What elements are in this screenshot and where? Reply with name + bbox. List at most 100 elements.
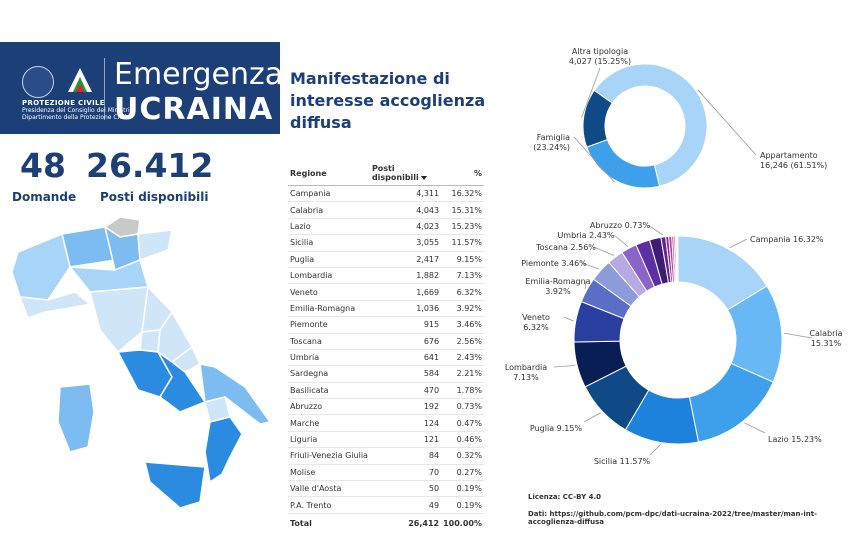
page-title-line2: UCRAINA <box>114 92 274 127</box>
label-leader-line <box>583 412 601 423</box>
table-row[interactable]: Abruzzo 192 0.73% <box>288 398 484 416</box>
italy-map <box>11 216 272 509</box>
cell-regione: Lazio <box>288 218 370 236</box>
table-row[interactable]: Lazio 4,023 15.23% <box>288 218 484 236</box>
cell-regione: Piemonte <box>288 316 370 334</box>
label-leader-line <box>584 280 587 290</box>
cell-percent: 11.57% <box>441 234 484 252</box>
cell-regione: Umbria <box>288 349 370 367</box>
table-row[interactable]: Puglia 2,417 9.15% <box>288 251 484 268</box>
license-text: Licenza: CC-BY 4.0 <box>528 493 601 501</box>
cell-percent: 0.32% <box>441 447 484 465</box>
map-region-liguria <box>18 291 92 319</box>
table-row[interactable]: Lombardia 1,882 7.13% <box>288 267 484 285</box>
tipologia-label-appartamento: Appartamento 16,246 (61.51%) <box>760 151 827 170</box>
cell-regione: Lombardia <box>288 267 370 285</box>
table-row[interactable]: Umbria 641 2.43% <box>288 349 484 367</box>
data-source-link[interactable]: Dati: https://github.com/pcm-dpc/dati-uc… <box>528 510 817 526</box>
table-row[interactable]: Piemonte 915 3.46% <box>288 316 484 334</box>
table-row[interactable]: Calabria 4,043 15.31% <box>288 201 484 219</box>
table-row[interactable]: Marche 124 0.47% <box>288 414 484 432</box>
label-leader-line <box>783 332 813 339</box>
cell-percent: 0.19% <box>441 480 484 498</box>
cell-percent: 0.27% <box>441 464 484 482</box>
table-row[interactable]: Liguria 121 0.46% <box>288 431 484 449</box>
label-leader-line <box>553 365 576 368</box>
cell-percent: 9.15% <box>441 251 484 268</box>
table-row[interactable]: Veneto 1,669 6.32% <box>288 283 484 301</box>
label-leader-line <box>697 89 757 156</box>
regions-table: Regione Posti disponibili % Campania 4,31… <box>288 162 484 532</box>
col-header-posti[interactable]: Posti disponibili <box>369 162 442 186</box>
cell-posti: 1,669 <box>369 283 442 301</box>
col-header-percent[interactable]: % <box>441 162 484 186</box>
cell-posti: 192 <box>369 398 442 416</box>
org-text: PROTEZIONE CIVILE Presidenza del Consigl… <box>22 100 142 122</box>
table-row[interactable]: Valle d'Aosta 50 0.19% <box>288 480 484 498</box>
sort-desc-icon[interactable] <box>420 175 427 180</box>
cell-posti: 2,417 <box>369 251 442 268</box>
cell-percent: 3.46% <box>441 316 484 334</box>
table-row[interactable]: Basilicata 470 1.78% <box>288 382 484 400</box>
cell-posti: 4,023 <box>369 218 442 236</box>
label-leader-line <box>593 246 615 256</box>
cell-percent: 7.13% <box>441 267 484 285</box>
table-row[interactable]: Campania 4,311 16.32% <box>288 185 484 203</box>
map-region-calabria <box>204 416 243 484</box>
label-leader-line <box>581 67 601 118</box>
cell-posti: 1,882 <box>369 267 442 285</box>
map-region-friuli <box>137 229 173 262</box>
label-leader-line <box>649 444 661 456</box>
table-row[interactable]: Emilia-Romagna 1,036 3.92% <box>288 300 484 318</box>
cell-regione: Puglia <box>288 251 370 268</box>
table-row[interactable]: P.A. Trento 49 0.19% <box>288 496 484 514</box>
cell-percent: 0.73% <box>441 398 484 416</box>
tipologia-label-altra-tipologia: Altra tipologia 4,027 (15.25%) <box>569 47 631 66</box>
col-header-regione[interactable]: Regione <box>288 162 370 186</box>
cell-percent: 15.23% <box>441 218 484 236</box>
cell-regione: Marche <box>288 414 370 432</box>
cell-regione: Friuli-Venezia Giulia <box>288 447 370 465</box>
cell-posti: 3,055 <box>369 234 442 252</box>
regione-label-puglia: Puglia 9.15% <box>530 424 583 433</box>
total-percent: 100.00% <box>441 512 484 532</box>
table-row[interactable]: Sardegna 584 2.21% <box>288 365 484 383</box>
table-row[interactable]: Friuli-Venezia Giulia 84 0.32% <box>288 447 484 465</box>
cell-percent: 2.56% <box>441 333 484 350</box>
map-region-campania <box>157 351 207 413</box>
table-row[interactable]: Toscana 676 2.56% <box>288 333 484 350</box>
cell-regione: Molise <box>288 464 370 482</box>
cell-percent: 0.47% <box>441 414 484 432</box>
regione-label-veneto: Veneto 6.32% <box>522 313 550 332</box>
table-row[interactable]: Sicilia 3,055 11.57% <box>288 234 484 252</box>
cell-percent: 0.19% <box>441 496 484 514</box>
label-leader-line <box>581 262 600 270</box>
tipologia-label-famiglia: Famiglia6,139 (23.24%) <box>530 133 570 152</box>
tipologia-slice-altra-tipologia[interactable] <box>582 89 613 148</box>
label-leader-line <box>563 316 574 322</box>
total-label: Total <box>288 512 370 532</box>
cell-regione: Veneto <box>288 283 370 301</box>
kpi-posti-label: Posti disponibili <box>100 190 209 204</box>
cell-percent: 16.32% <box>441 185 484 203</box>
label-leader-line <box>744 422 766 434</box>
tipologia-slice-appartamento[interactable] <box>593 63 708 187</box>
table-row[interactable]: Molise 70 0.27% <box>288 464 484 482</box>
label-leader-line <box>613 234 629 247</box>
regione-label-piemonte: Piemonte 3.46% <box>521 259 587 268</box>
cell-posti: 470 <box>369 382 442 400</box>
cell-regione: Abruzzo <box>288 398 370 416</box>
regione-label-sicilia: Sicilia 11.57% <box>594 457 651 466</box>
cell-posti: 124 <box>369 414 442 432</box>
cell-percent: 1.78% <box>441 382 484 400</box>
cell-regione: Calabria <box>288 201 370 219</box>
org-line2: Dipartimento della Protezione Civile <box>22 114 130 121</box>
cell-percent: 2.21% <box>441 365 484 383</box>
regione-slice-p-a-trento[interactable] <box>676 235 679 283</box>
kpi-domande-label: Domande <box>12 190 77 204</box>
cell-regione: P.A. Trento <box>288 496 370 514</box>
cell-posti: 50 <box>369 480 442 498</box>
cell-posti: 4,311 <box>369 185 442 203</box>
regione-label-lazio: Lazio 15.23% <box>768 435 822 444</box>
map-region-sicilia <box>144 461 206 509</box>
